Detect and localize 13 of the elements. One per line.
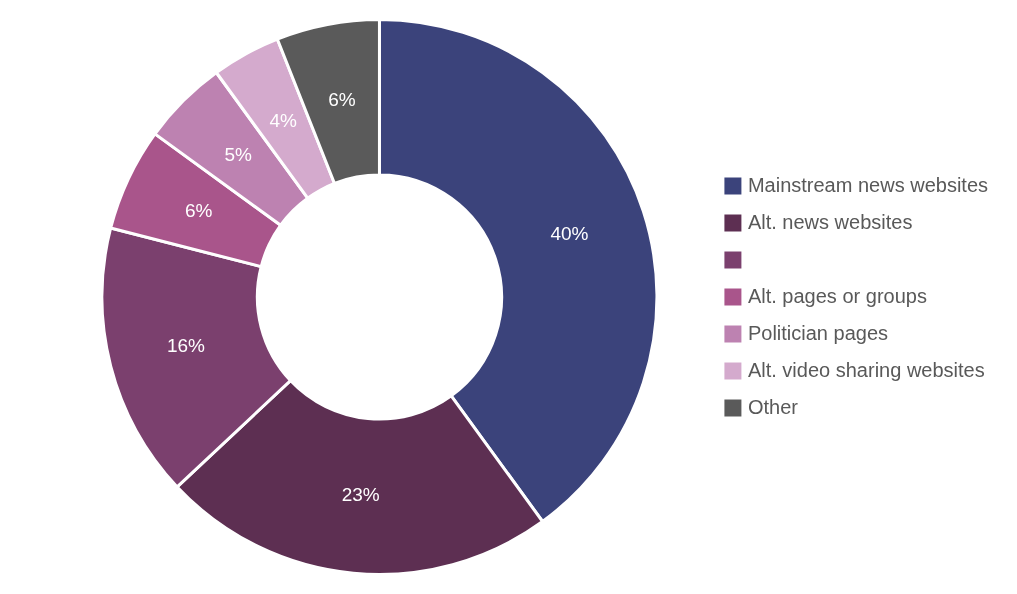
legend-label: Other: [747, 395, 799, 418]
legend-label: Alt. pages or groups: [747, 284, 927, 307]
data-label: 40%: [550, 223, 589, 245]
data-label: 5%: [224, 143, 253, 165]
data-label: 23%: [341, 484, 380, 506]
legend-label: Mainstream news websites: [747, 173, 989, 196]
data-label: 4%: [269, 110, 298, 132]
legend-label: Alt. video sharing websites: [747, 358, 985, 381]
data-label: 6%: [184, 200, 213, 222]
legend-label: Politician pages: [747, 321, 889, 344]
legend-label: Alt. news websites: [747, 210, 913, 233]
data-label: 6%: [328, 88, 356, 110]
data-label: 16%: [166, 334, 206, 356]
